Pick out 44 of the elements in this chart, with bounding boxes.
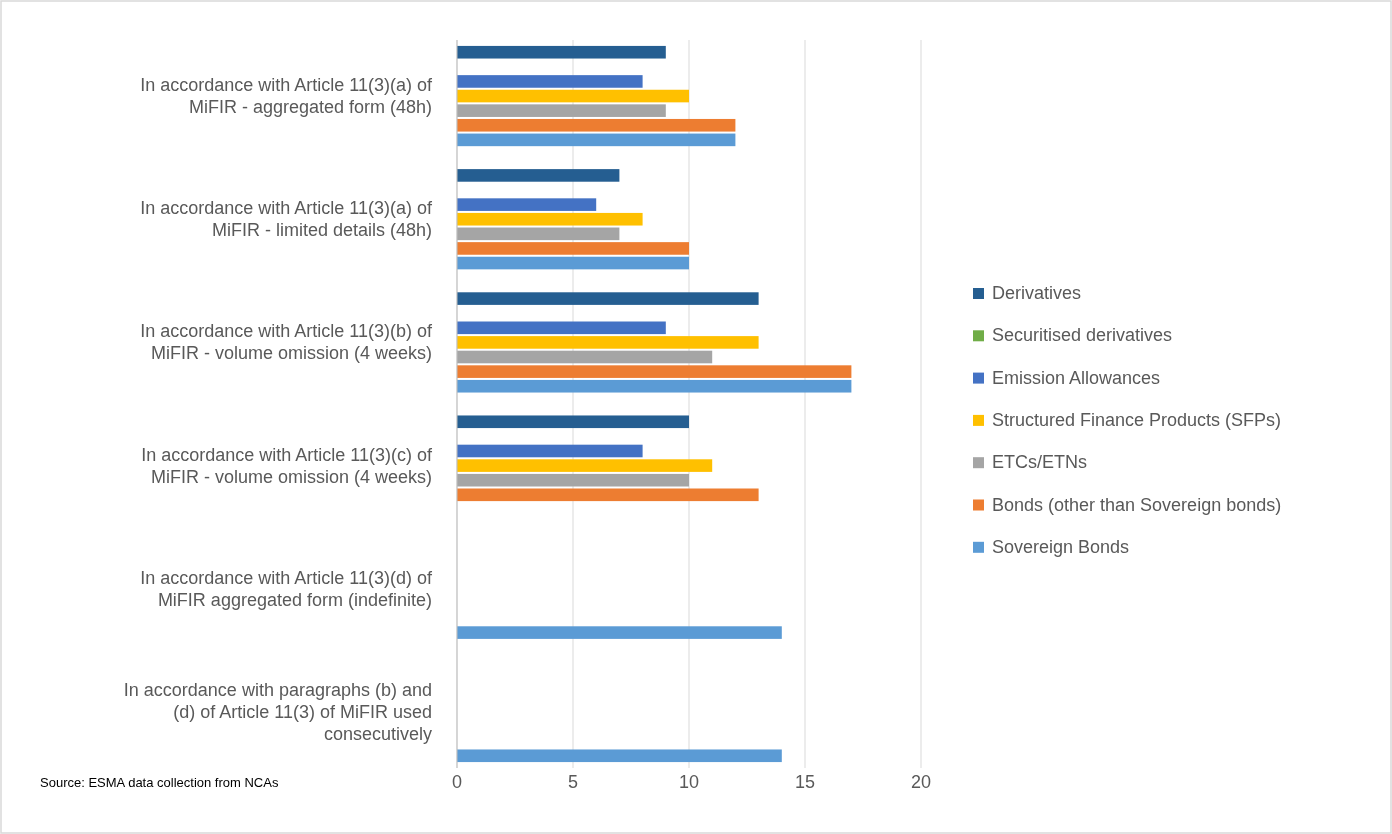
legend-label: Sovereign Bonds: [992, 536, 1130, 557]
bar: [457, 118, 736, 132]
bar: [457, 45, 666, 59]
bar: [457, 104, 666, 117]
bar: [457, 89, 689, 103]
y-tick-label: In accordance with paragraphs (b) and (d) of Article 11(3) of MiFIR used consecutively: [123, 679, 432, 744]
bar: [457, 227, 620, 241]
x-tick-label: 15: [794, 772, 816, 792]
bar: [457, 626, 782, 639]
x-tick-label: 5: [567, 772, 579, 792]
bar: [457, 488, 759, 502]
source-note: Source: ESMA data collection from NCAs: [40, 775, 279, 790]
legend-label: Derivatives: [992, 283, 1082, 303]
bar: [457, 321, 666, 335]
x-tick-label: 20: [910, 772, 932, 792]
bar: [457, 212, 643, 226]
bar: [457, 350, 713, 364]
bar: [457, 749, 782, 763]
bar: [457, 473, 689, 487]
bar: [457, 169, 620, 182]
legend-label: Emission Allowances: [992, 367, 1161, 388]
bar: [457, 133, 736, 147]
y-tick-label: In accordance with Article 11(3)(d) of MiFIR aggregated form (indefinite): [140, 567, 433, 610]
y-tick-label: In accordance with Article 11(3)(c) of MiFIR - volume omission (4 weeks): [141, 444, 433, 487]
legend-label: ETCs/ETNs: [992, 452, 1088, 473]
bar: [457, 292, 759, 305]
bar: [457, 256, 689, 270]
bar: [457, 242, 689, 255]
x-tick-label: 10: [678, 772, 700, 792]
legend-label: Structured Finance Products (SFPs): [992, 409, 1282, 430]
bar: [457, 415, 689, 429]
y-tick-label: In accordance with Article 11(3)(a) of MiFIR - aggregated form (48h): [140, 75, 433, 118]
legend-label: Securitised derivatives: [992, 325, 1173, 346]
bar: [457, 444, 643, 458]
bar: [457, 75, 643, 88]
bar: [457, 379, 852, 393]
bar: [457, 198, 597, 211]
bar: [457, 365, 852, 378]
bar: [457, 336, 759, 349]
y-tick-label: In accordance with Article 11(3)(b) of MiFIR - volume omission (4 weeks): [140, 321, 433, 364]
bar: [457, 459, 713, 472]
y-tick-label: In accordance with Article 11(3)(a) of MiFIR - limited details (48h): [140, 198, 433, 241]
legend-label: Bonds (other than Sovereign bonds): [992, 494, 1282, 515]
x-tick-label: 0: [451, 772, 463, 792]
